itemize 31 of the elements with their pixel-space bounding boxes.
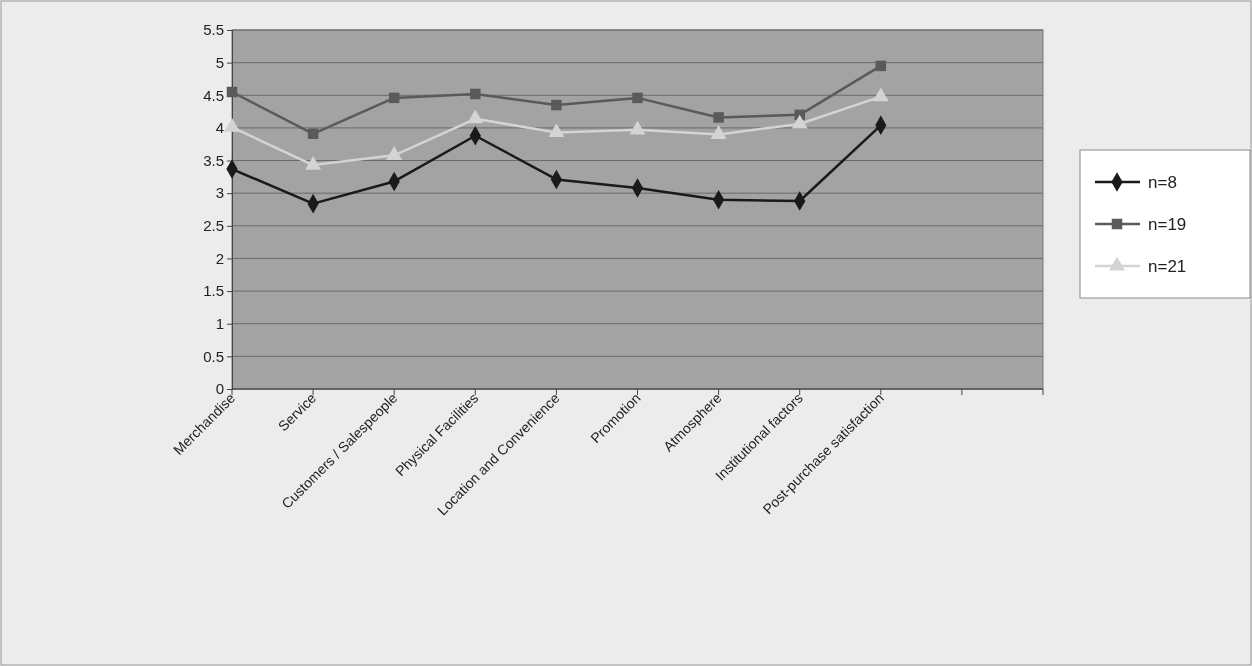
y-tick-label: 4: [215, 119, 224, 137]
y-tick-label: 5: [215, 53, 224, 71]
y-tick-label: 1: [215, 315, 224, 333]
legend-label: n=8: [1148, 173, 1177, 192]
point: [629, 120, 646, 135]
legend-label: n=21: [1148, 257, 1187, 276]
point: [872, 87, 889, 102]
point: [791, 114, 808, 129]
y-tick-label: 4.5: [203, 86, 224, 104]
point: [632, 92, 643, 104]
y-tick-label: 5.5: [203, 21, 224, 39]
legend-label: n=19: [1148, 215, 1187, 234]
point: [307, 128, 319, 140]
y-tick-label: 1.5: [203, 282, 224, 300]
point: [388, 92, 400, 104]
y-tick-label: 0.5: [203, 347, 224, 365]
point: [875, 60, 887, 72]
y-tick-label: 3.5: [203, 151, 224, 169]
point: [467, 109, 484, 124]
y-tick-label: 3: [215, 184, 224, 202]
point: [551, 99, 562, 111]
point: [713, 112, 724, 123]
y-tick-label: 2.5: [203, 217, 224, 235]
point: [386, 146, 403, 160]
point: [710, 125, 727, 140]
point: [224, 118, 240, 132]
point: [226, 86, 238, 98]
y-tick-label: 2: [215, 249, 224, 267]
point: [470, 88, 481, 100]
y-tick-label: 0: [215, 380, 224, 398]
point: [548, 123, 565, 138]
